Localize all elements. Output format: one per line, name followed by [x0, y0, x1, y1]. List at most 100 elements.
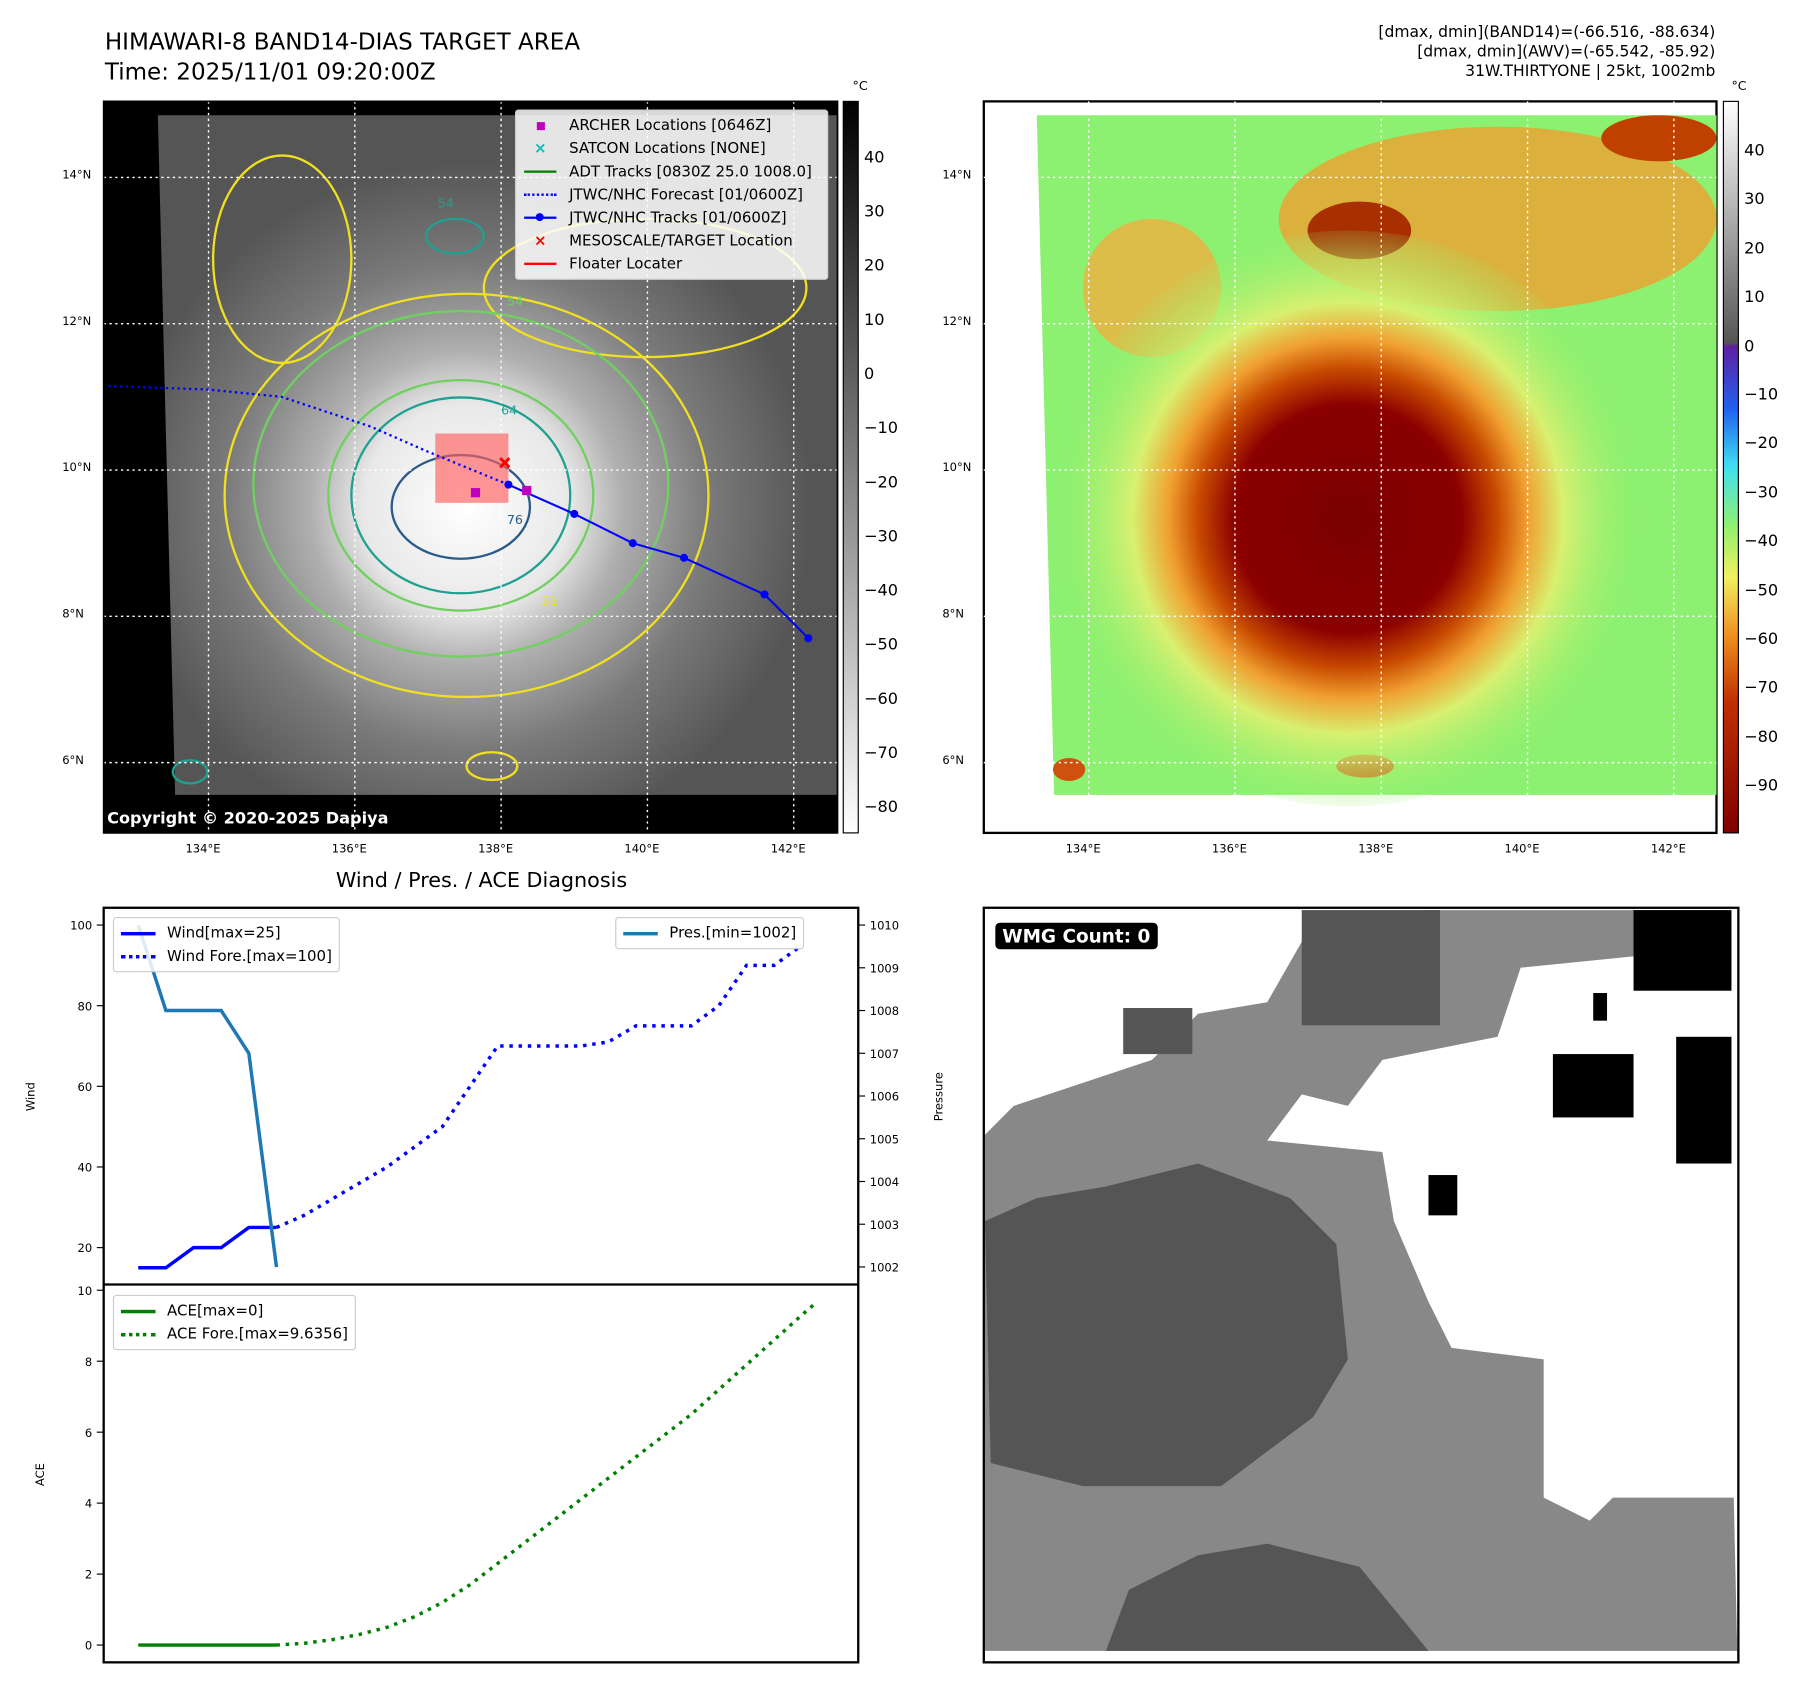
pressure-legend: Pres.[min=1002] [615, 916, 805, 950]
wind-series [138, 1225, 277, 1270]
lat-label: 10°N [942, 461, 972, 475]
pressure-tick-label: 1010 [870, 919, 899, 933]
color-colorbar [1722, 100, 1739, 834]
jtwc-track-point [504, 480, 513, 489]
grayscale-colorbar [842, 100, 859, 834]
lon-label: 134°E [1065, 843, 1101, 856]
lat-label: 6°N [942, 754, 965, 768]
lat-label: 8°N [62, 608, 84, 621]
gray-colorbar-tick: −50 [863, 635, 899, 655]
color-colorbar-tick: −90 [1744, 776, 1779, 796]
info-block: [dmax, dmin](BAND14)=(-66.516, -88.634) … [1378, 23, 1715, 82]
legend-pressure: Pres.[min=1002] [669, 924, 797, 942]
ace-tick-label: 4 [85, 1497, 92, 1511]
jtwc-track-line [508, 483, 810, 639]
legend-item: JTWC/NHC Forecast [01/0600Z] [523, 183, 820, 206]
ace-solid-swatch [120, 1309, 156, 1313]
wind-tick-label: 80 [78, 999, 93, 1013]
color-colorbar-tick: 30 [1744, 190, 1765, 209]
pressure-tick-label: 1008 [870, 1004, 899, 1018]
lat-label: 10°N [62, 461, 92, 475]
contour-label: 31 [541, 593, 557, 608]
lat-label: 14°N [942, 169, 972, 183]
awv-range: [dmax, dmin](AWV)=(-65.542, -85.92) [1417, 42, 1716, 62]
color-colorbar-tick: 40 [1744, 141, 1765, 161]
jtwc-track-point [760, 590, 769, 599]
line-dot-icon [523, 209, 558, 226]
color-colorbar-tick: −70 [1744, 678, 1779, 698]
lat-label: 12°N [62, 315, 92, 329]
ace-legend: ACE[max=0] ACE Fore.[max=9.6356] [112, 1294, 357, 1351]
legend-item: × MESOSCALE/TARGET Location [523, 229, 820, 252]
storm-summary: 31W.THIRTYONE | 25kt, 1002mb [1465, 62, 1716, 81]
gray-colorbar-tick: 30 [863, 202, 885, 222]
color-colorbar-unit: °C [1731, 78, 1747, 94]
lon-label: 134°E [185, 843, 221, 856]
wind-solid-swatch [120, 931, 156, 935]
wmg-panel [982, 906, 1740, 1664]
floater-locater-box [435, 433, 509, 503]
pressure-tick-label: 1005 [870, 1132, 899, 1146]
contour-label: 76 [507, 512, 523, 527]
pressure-tick-label: 1002 [870, 1261, 899, 1275]
legend-label: MESOSCALE/TARGET Location [569, 232, 793, 250]
x-marker-icon: × [534, 232, 547, 250]
pressure-tick-label: 1006 [870, 1090, 899, 1104]
pressure-tick-label: 1009 [870, 961, 899, 975]
contour-label: 64 [501, 403, 517, 418]
jtwc-forecast-line [106, 384, 509, 486]
pressure-series [136, 924, 279, 1268]
archer-location-marker [522, 485, 532, 496]
pressure-tick-label: 1003 [870, 1218, 899, 1232]
storm-core-cold-tops [1048, 230, 1648, 807]
right-map-gridlines [983, 101, 1717, 833]
x-marker-icon: × [534, 139, 547, 158]
jtwc-track-point [804, 634, 813, 643]
legend-label: JTWC/NHC Forecast [01/0600Z] [569, 186, 803, 204]
archer-location-marker [470, 488, 481, 498]
jtwc-track-point [570, 509, 579, 518]
legend-wind: Wind[max=25] [167, 924, 281, 942]
contour-label: 54 [507, 293, 523, 308]
lon-label: 142°E [1650, 843, 1686, 856]
wind-forecast-series [275, 943, 803, 1230]
gray-colorbar-tick: 40 [863, 148, 885, 168]
ace-forecast-series [276, 1301, 817, 1647]
legend-ace-forecast: ACE Fore.[max=9.6356] [167, 1325, 349, 1343]
jtwc-track-point [628, 539, 637, 548]
lat-label: 6°N [62, 754, 84, 768]
legend-label: Floater Locater [569, 255, 683, 273]
gray-colorbar-tick: −40 [863, 581, 899, 601]
lon-label: 136°E [1211, 843, 1247, 856]
wind-axis-label: Wind [24, 1082, 38, 1111]
figure-time: Time: 2025/11/01 09:20:00Z [104, 57, 436, 86]
color-colorbar-tick: −30 [1744, 483, 1779, 503]
legend-label: ADT Tracks [0830Z 25.0 1008.0] [569, 163, 812, 181]
pressure-tick-label: 1004 [870, 1175, 899, 1189]
gray-colorbar-tick: 0 [863, 365, 875, 384]
wind-legend: Wind[max=25] Wind Fore.[max=100] [112, 916, 341, 973]
pressure-swatch [623, 931, 658, 935]
target-location-marker [499, 457, 511, 469]
gray-colorbar-tick: −20 [863, 473, 899, 492]
map-legend: ARCHER Locations [0646Z] × SATCON Location… [514, 109, 829, 280]
ace-dotted-swatch [120, 1332, 156, 1336]
wind-tick-label: 20 [78, 1241, 93, 1255]
lon-label: 138°E [478, 843, 514, 856]
ace-axis-label: ACE [33, 1463, 47, 1486]
gray-colorbar-unit: °C [852, 78, 868, 94]
gray-colorbar-tick: −30 [863, 527, 899, 547]
wind-tick-label: 60 [78, 1080, 93, 1094]
solid-line-icon [523, 255, 558, 272]
jtwc-track-point [679, 553, 689, 562]
lon-label: 138°E [1358, 843, 1394, 856]
gray-colorbar-tick: −60 [863, 690, 899, 709]
legend-item: JTWC/NHC Tracks [01/0600Z] [523, 206, 820, 229]
gray-colorbar-tick: 20 [863, 256, 885, 276]
color-colorbar-tick: 20 [1744, 239, 1765, 258]
dotted-line-icon [523, 186, 558, 203]
ace-tick-label: 2 [85, 1568, 92, 1582]
ace-tick-label: 10 [78, 1284, 93, 1298]
legend-item: ARCHER Locations [0646Z] [523, 114, 820, 137]
